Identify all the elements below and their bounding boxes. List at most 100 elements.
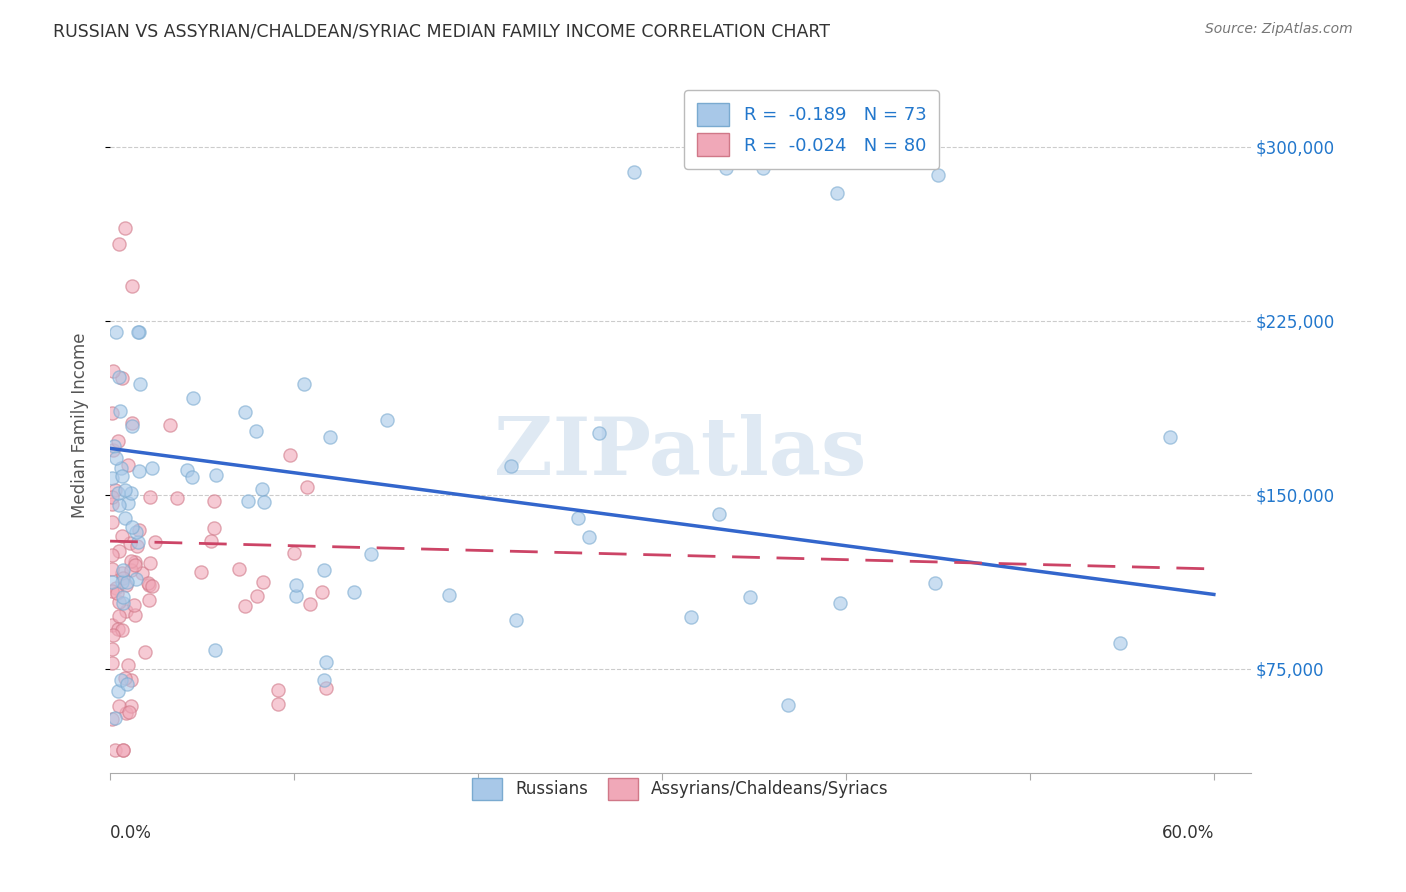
Point <box>141 460 163 475</box>
Point <box>343 585 366 599</box>
Text: Source: ZipAtlas.com: Source: ZipAtlas.com <box>1205 22 1353 37</box>
Point <box>103 711 125 725</box>
Point <box>319 430 342 444</box>
Point <box>111 469 134 483</box>
Point <box>125 572 148 586</box>
Point <box>134 645 156 659</box>
Point <box>101 497 124 511</box>
Point <box>118 535 141 549</box>
Point <box>108 404 131 418</box>
Point <box>924 576 946 591</box>
Point <box>111 574 134 589</box>
Point <box>127 326 149 340</box>
Point <box>181 391 204 405</box>
Point <box>111 529 134 543</box>
Point <box>101 618 124 632</box>
Point <box>121 520 143 534</box>
Point <box>253 495 276 509</box>
Point <box>578 530 600 544</box>
Point <box>117 496 139 510</box>
Point <box>776 698 799 713</box>
Point <box>124 558 146 573</box>
Point <box>128 376 150 391</box>
Point <box>124 555 146 569</box>
Point <box>110 673 132 687</box>
Point <box>115 578 138 592</box>
Point <box>136 576 159 591</box>
Point <box>111 591 134 605</box>
Point <box>297 479 319 493</box>
Point <box>101 656 124 670</box>
Point <box>315 681 337 695</box>
Point <box>118 705 141 719</box>
Point <box>111 371 134 385</box>
Point <box>104 483 127 497</box>
Point <box>131 566 153 581</box>
Point <box>830 596 852 610</box>
Point <box>124 608 146 623</box>
Point <box>138 578 160 592</box>
Point <box>205 468 228 483</box>
Point <box>588 425 610 440</box>
Point <box>292 377 315 392</box>
Point <box>1159 430 1181 444</box>
Point <box>825 186 848 201</box>
Point <box>284 578 307 592</box>
Point <box>181 470 204 484</box>
Point <box>716 161 738 175</box>
Point <box>159 418 181 433</box>
Point <box>238 494 260 508</box>
Point <box>121 419 143 434</box>
Point <box>117 658 139 673</box>
Point <box>121 416 143 430</box>
Point <box>190 565 212 579</box>
Point <box>752 161 775 175</box>
Point <box>200 534 222 549</box>
Point <box>103 364 125 378</box>
Point <box>228 562 250 576</box>
Point <box>104 743 127 757</box>
Text: RUSSIAN VS ASSYRIAN/CHALDEAN/SYRIAC MEDIAN FAMILY INCOME CORRELATION CHART: RUSSIAN VS ASSYRIAN/CHALDEAN/SYRIAC MEDI… <box>53 22 831 40</box>
Point <box>283 546 305 560</box>
Point <box>311 585 333 599</box>
Point <box>107 608 129 623</box>
Point <box>266 697 288 711</box>
Point <box>312 673 335 688</box>
Point <box>107 434 129 449</box>
Point <box>124 599 146 613</box>
Point <box>101 575 124 590</box>
Point <box>114 483 136 497</box>
Text: 60.0%: 60.0% <box>1161 824 1213 842</box>
Point <box>623 165 645 179</box>
Point <box>176 463 198 477</box>
Point <box>115 574 138 589</box>
Point <box>107 623 129 637</box>
Point <box>437 588 460 602</box>
Point <box>101 490 124 504</box>
Point <box>105 581 128 595</box>
Point <box>299 598 322 612</box>
Point <box>107 370 129 384</box>
Point <box>115 677 138 691</box>
Point <box>107 595 129 609</box>
Point <box>124 524 146 539</box>
Point <box>266 682 288 697</box>
Point <box>101 515 124 529</box>
Point <box>108 544 131 558</box>
Point <box>120 554 142 568</box>
Point <box>139 491 162 505</box>
Point <box>246 589 269 603</box>
Legend: Russians, Assyrians/Chaldeans/Syriacs: Russians, Assyrians/Chaldeans/Syriacs <box>465 772 896 806</box>
Point <box>103 627 125 641</box>
Point <box>567 511 589 525</box>
Point <box>204 643 226 657</box>
Point <box>101 548 124 562</box>
Point <box>105 586 128 600</box>
Point <box>107 684 129 698</box>
Point <box>128 464 150 478</box>
Point <box>738 590 761 604</box>
Point <box>1109 636 1132 650</box>
Point <box>202 521 225 535</box>
Point <box>127 535 149 549</box>
Y-axis label: Median Family Income: Median Family Income <box>72 333 89 518</box>
